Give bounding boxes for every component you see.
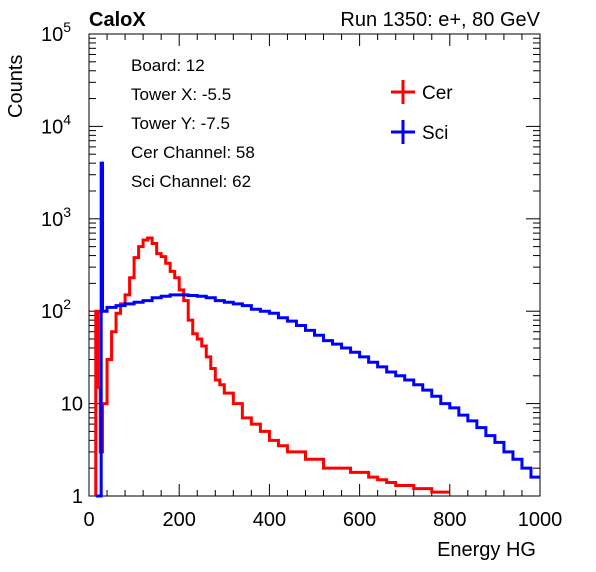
y-tick-label: 102 — [41, 296, 71, 323]
y-tick-label: 10 — [61, 394, 83, 416]
y-tick-label: 1 — [72, 486, 83, 508]
info-tower-y: Tower Y: -7.5 — [131, 114, 230, 133]
series-layer — [94, 161, 540, 498]
header-left-label: CaloX — [89, 9, 146, 31]
info-board: Board: 12 — [131, 56, 205, 75]
y-tick-label: 103 — [41, 204, 71, 231]
y-tick-exponent: 4 — [63, 111, 71, 127]
y-tick-label: 104 — [41, 111, 71, 138]
x-tick-label: 1000 — [518, 509, 563, 531]
info-sci-channel: Sci Channel: 62 — [131, 172, 251, 191]
y-tick-label: 105 — [41, 19, 71, 46]
legend-label-cer: Cer — [422, 83, 453, 104]
x-axis-title: Energy HG — [437, 539, 536, 561]
info-box: Board: 12 Tower X: -5.5 Tower Y: -7.5 Ce… — [120, 45, 305, 205]
y-tick-exponent: 5 — [63, 19, 71, 35]
info-cer-channel: Cer Channel: 58 — [131, 143, 255, 162]
x-tick-label: 800 — [433, 509, 466, 531]
x-tick-label: 200 — [163, 509, 196, 531]
x-tick-label: 0 — [83, 509, 94, 531]
x-tick-label: 400 — [253, 509, 286, 531]
y-tick-exponent: 3 — [63, 204, 71, 220]
header-right-label: Run 1350: e+, 80 GeV — [340, 9, 540, 31]
legend-label-sci: Sci — [422, 123, 448, 144]
x-tick-label: 600 — [343, 509, 376, 531]
info-box-background — [120, 45, 305, 205]
y-tick-exponent: 2 — [63, 296, 71, 312]
info-tower-x: Tower X: -5.5 — [131, 85, 231, 104]
y-axis-title: Counts — [5, 55, 27, 118]
legend: Cer Sci — [391, 80, 453, 144]
